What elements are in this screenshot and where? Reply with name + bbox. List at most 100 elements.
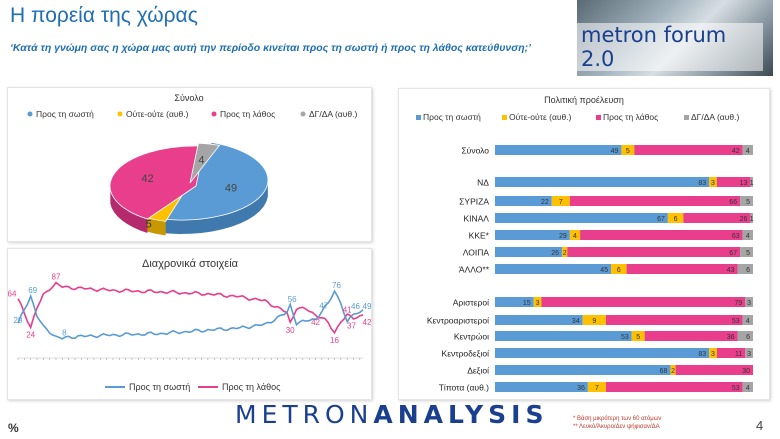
bar-row-label-9: Κεντρώοι xyxy=(454,332,489,342)
bar-row-label-2: ΣΥΡΙΖΑ xyxy=(459,197,489,207)
bar-legend-marker-3 xyxy=(684,115,689,120)
bar-row-label-10: Κεντροδεξιοί xyxy=(442,349,490,359)
pie-legend-marker-0 xyxy=(27,111,33,117)
line-label-right-0: 29 xyxy=(14,316,23,325)
bar-seg-6-3 xyxy=(737,264,753,274)
bar-value-4-3: 4 xyxy=(746,233,750,240)
pie-legend-label-1: Ούτε-ούτε (αυθ.) xyxy=(126,109,189,119)
bar-value-5-2: 67 xyxy=(729,250,737,257)
bar-seg-6-0 xyxy=(495,264,612,274)
bar-value-6-0: 45 xyxy=(600,267,608,274)
line-legend-label-right: Προς τη σωστή xyxy=(129,382,190,392)
bar-row-label-1: ΝΔ xyxy=(477,178,489,188)
bar-seg-1-2 xyxy=(716,177,751,187)
bar-seg-1-3 xyxy=(750,177,753,187)
bar-value-10-0: 83 xyxy=(698,351,706,358)
pie-slice-side-0 xyxy=(157,182,268,234)
bar-value-3-0: 67 xyxy=(657,216,665,223)
pie-slice-0 xyxy=(157,141,269,221)
bar-seg-8-0 xyxy=(495,315,583,325)
bar-row-label-7: Αριστεροί xyxy=(453,298,489,308)
bar-value-1-1: 3 xyxy=(711,180,715,187)
pie-legend-marker-1 xyxy=(117,111,123,117)
bar-seg-10-1 xyxy=(709,348,717,358)
bar-value-11-0: 68 xyxy=(660,368,668,375)
bar-value-2-3: 5 xyxy=(746,199,750,206)
bar-legend-label-2: Προς τη λάθος xyxy=(603,112,658,122)
pie-slice-side-1 xyxy=(141,216,166,236)
bar-value-9-3: 6 xyxy=(746,334,750,341)
line-series-wrong xyxy=(17,281,364,335)
bar-value-4-0: 29 xyxy=(559,233,567,240)
line-label-right-3: 56 xyxy=(288,295,297,304)
bar-legend-marker-1 xyxy=(502,115,507,120)
bar-value-7-1: 3 xyxy=(536,300,540,307)
bar-seg-6-1 xyxy=(611,264,627,274)
bar-seg-8-1 xyxy=(582,315,606,325)
pie-legend-label-3: ΔΓ/ΔΑ (αυθ.) xyxy=(309,109,357,119)
bar-seg-5-3 xyxy=(740,247,753,257)
bar-value-8-1: 9 xyxy=(592,318,596,325)
line-label-wrong-7: 37 xyxy=(347,321,356,330)
bar-seg-12-3 xyxy=(742,382,753,392)
page-title: Η πορεία της χώρας xyxy=(10,4,198,27)
pie-legend-label-2: Προς τη λάθος xyxy=(220,109,275,119)
line-label-right-5: 76 xyxy=(332,281,341,290)
bar-title: Πολιτική προέλευση xyxy=(544,95,624,105)
bar-value-0-1: 5 xyxy=(626,148,630,155)
bar-seg-11-1 xyxy=(670,365,676,375)
pie-value-label-2: 42 xyxy=(141,173,153,185)
bar-seg-4-1 xyxy=(569,230,581,240)
brand-banner: metron forum 2.0 xyxy=(577,0,773,76)
line-label-wrong-4: 42 xyxy=(311,318,320,327)
bar-value-12-0: 36 xyxy=(577,385,585,392)
bar-value-10-2: 11 xyxy=(735,351,742,358)
bar-value-9-0: 53 xyxy=(621,334,629,341)
bar-seg-2-3 xyxy=(740,196,753,206)
bar-seg-3-2 xyxy=(683,213,751,223)
bar-seg-4-3 xyxy=(742,230,753,240)
footnote-2: ** Λευκό/Άκυρο/Δεν ψήφισαν/ΔΑ xyxy=(573,424,660,430)
bar-value-1-3: 1 xyxy=(750,180,754,187)
bar-seg-5-0 xyxy=(495,247,563,257)
line-label-wrong-3: 30 xyxy=(286,326,295,335)
bar-row-label-4: ΚΚΕ* xyxy=(469,231,490,241)
line-panel: Διαχρονικά στοιχεία 29 69 8 56 47 76 46 49 64 24 87… xyxy=(7,248,372,400)
bar-seg-7-3 xyxy=(745,297,753,307)
line-label-wrong-6: 41 xyxy=(343,305,352,314)
line-label-right-2: 8 xyxy=(62,328,67,337)
brand-logo: metron forum 2.0 xyxy=(577,23,763,71)
bar-value-12-3: 4 xyxy=(746,385,750,392)
bar-seg-11-0 xyxy=(495,365,671,375)
bar-value-2-2: 66 xyxy=(729,199,737,206)
bar-seg-3-0 xyxy=(495,213,668,223)
bar-value-0-3: 4 xyxy=(746,148,750,155)
pie-title: Σύνολο xyxy=(174,93,203,103)
line-legend-label-wrong: Προς τη λάθος xyxy=(222,382,281,392)
line-label-right-1: 69 xyxy=(28,286,37,295)
bar-seg-0-1 xyxy=(621,145,635,155)
bar-seg-9-2 xyxy=(644,331,738,341)
bar-seg-10-3 xyxy=(745,348,753,358)
bar-value-8-3: 4 xyxy=(746,318,750,325)
pie-value-label-3: 4 xyxy=(198,155,204,167)
bar-value-9-1: 5 xyxy=(636,334,640,341)
page-number: 4 xyxy=(756,418,764,433)
bar-value-4-1: 4 xyxy=(573,233,577,240)
bar-seg-1-0 xyxy=(495,177,710,187)
bar-seg-9-0 xyxy=(495,331,632,341)
pie-value-label-1: 5 xyxy=(146,218,152,230)
bar-legend-label-0: Προς τη σωστή xyxy=(423,112,481,122)
metron-analysis-logo: METRONANALYSIS xyxy=(235,400,548,429)
line-label-right-7: 49 xyxy=(363,302,371,311)
bar-value-12-1: 7 xyxy=(595,385,599,392)
percent-label: % xyxy=(8,421,19,435)
bar-value-3-3: 1 xyxy=(750,216,754,223)
bar-value-11-1: 2 xyxy=(671,368,675,375)
bar-seg-7-2 xyxy=(541,297,746,307)
bar-value-8-0: 34 xyxy=(572,318,580,325)
question-subtitle: ‘Κατά τη γνώμη σας η χώρα μας αυτή την π… xyxy=(10,42,532,54)
bar-row-label-5: ΛΟΙΠΑ xyxy=(463,248,490,258)
bar-value-1-0: 83 xyxy=(698,180,706,187)
bar-value-11-2: 30 xyxy=(742,368,750,375)
